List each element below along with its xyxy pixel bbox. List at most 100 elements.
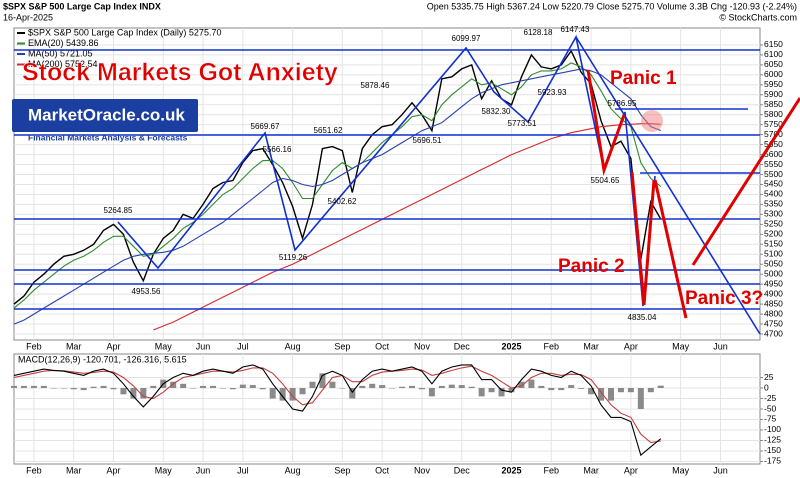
x-tick-label: Jun [196, 341, 211, 351]
y-tick-label: 6050 [764, 59, 783, 69]
price-label: 6147.43 [561, 25, 590, 34]
panic-line [586, 69, 626, 176]
histogram-bar [389, 388, 396, 389]
x-tick-label: Feb [544, 341, 560, 351]
histogram-bar [329, 381, 336, 389]
y-tick-label: 5350 [764, 199, 783, 209]
histogram-bar [40, 385, 47, 389]
x-tick-label: Jun [713, 465, 728, 475]
x-tick-label: Jun [713, 341, 728, 351]
histogram-bar [538, 385, 545, 389]
histogram-bar [239, 384, 246, 389]
logo: MarketOracle.co.uk [28, 105, 185, 124]
histogram-bar [309, 381, 316, 389]
highlight [641, 110, 663, 132]
y-tick-label: -100 [764, 424, 781, 434]
histogram-bar [498, 388, 505, 397]
price-label: 6128.18 [524, 28, 553, 37]
price-label: 5651.62 [314, 126, 343, 135]
price-label: 5264.85 [104, 206, 133, 215]
histogram-bar [60, 388, 67, 389]
price-label: 5504.65 [591, 176, 620, 185]
histogram-bar [130, 388, 137, 399]
x-tick-label: Dec [454, 341, 471, 351]
histogram-bar [349, 388, 356, 399]
legend-label: $SPX S&P 500 Large Cap Index (Daily) 527… [28, 27, 221, 37]
headline: Stock Markets Got Anxiety [22, 59, 338, 87]
x-tick-label: Apr [106, 341, 120, 351]
y-tick-label: 4850 [764, 298, 783, 308]
histogram-bar [170, 381, 177, 389]
x-tick-label: Apr [624, 341, 638, 351]
tagline: Financial Markets Analysis & Forecasts [28, 132, 188, 142]
price-label: 5773.51 [508, 119, 537, 128]
x-tick-label: Mar [66, 465, 82, 475]
histogram-bar [319, 373, 326, 389]
price-label: 5566.16 [263, 145, 292, 154]
histogram-bar [478, 388, 485, 397]
x-tick-label: Feb [544, 465, 560, 475]
x-tick-label: Jul [237, 465, 249, 475]
x-tick-label: Oct [375, 341, 390, 351]
histogram-bar [249, 385, 256, 389]
panic-line [691, 97, 800, 266]
histogram-bar [588, 388, 595, 395]
price-label: 5119.26 [279, 253, 308, 262]
panic-label: Panic 3? [685, 288, 763, 309]
y-tick-label: 5050 [764, 258, 783, 268]
y-tick-label: 0 [764, 382, 769, 392]
price-label: 4835.04 [628, 313, 657, 322]
histogram-bar [578, 388, 585, 389]
histogram-bar [100, 385, 107, 389]
price-label: 5402.62 [328, 197, 357, 206]
y-tick-label: -150 [764, 445, 781, 455]
price-label: 5923.93 [538, 88, 567, 97]
y-tick-label: -175 [764, 456, 781, 466]
histogram-bar [219, 388, 226, 389]
x-tick-label: 2025 [501, 341, 521, 351]
y-tick-label: 5550 [764, 159, 783, 169]
x-tick-label: May [155, 341, 173, 351]
panic-label: Panic 2 [558, 256, 625, 277]
y-tick-label: -75 [764, 414, 777, 424]
y-tick-label: 5250 [764, 219, 783, 229]
x-tick-label: Nov [414, 341, 431, 351]
x-tick-label: Jul [237, 341, 249, 351]
x-tick-label: Aug [285, 341, 301, 351]
trend-lines [14, 34, 761, 335]
y-tick-label: 5300 [764, 209, 783, 219]
histogram-bar [190, 388, 197, 389]
y-tick-label: 5400 [764, 189, 783, 199]
x-tick-label: 2025 [501, 465, 521, 475]
histogram-bar [259, 388, 266, 390]
y-tick-label: 4900 [764, 288, 783, 298]
y-tick-label: 5200 [764, 229, 783, 239]
histogram-bar [598, 388, 605, 401]
histogram-bar [359, 385, 366, 389]
x-tick-label: Mar [583, 341, 599, 351]
x-tick-label: Mar [66, 341, 82, 351]
date: 16-Apr-2025 [3, 12, 53, 22]
series-line [13, 68, 661, 325]
legend-label: EMA(20) 5439.86 [28, 38, 99, 48]
histogram-bar [150, 385, 157, 389]
price-label: 5878.46 [361, 81, 390, 90]
histogram-bar [30, 385, 37, 389]
y-tick-label: -25 [764, 393, 777, 403]
histogram-bar [289, 388, 296, 401]
panic-lines [586, 69, 800, 319]
y-tick-label: 6000 [764, 69, 783, 79]
histogram-bar [299, 388, 306, 395]
y-tick-label: 6150 [764, 39, 783, 49]
y-tick-label: 6100 [764, 49, 783, 59]
series-line [13, 49, 662, 305]
y-tick-label: 4750 [764, 318, 783, 328]
histogram-bar [210, 385, 216, 389]
series-line [13, 62, 662, 309]
series-line [13, 365, 661, 444]
histogram-bar [11, 385, 17, 389]
histogram-bar [50, 388, 57, 389]
x-tick-label: May [672, 341, 690, 351]
